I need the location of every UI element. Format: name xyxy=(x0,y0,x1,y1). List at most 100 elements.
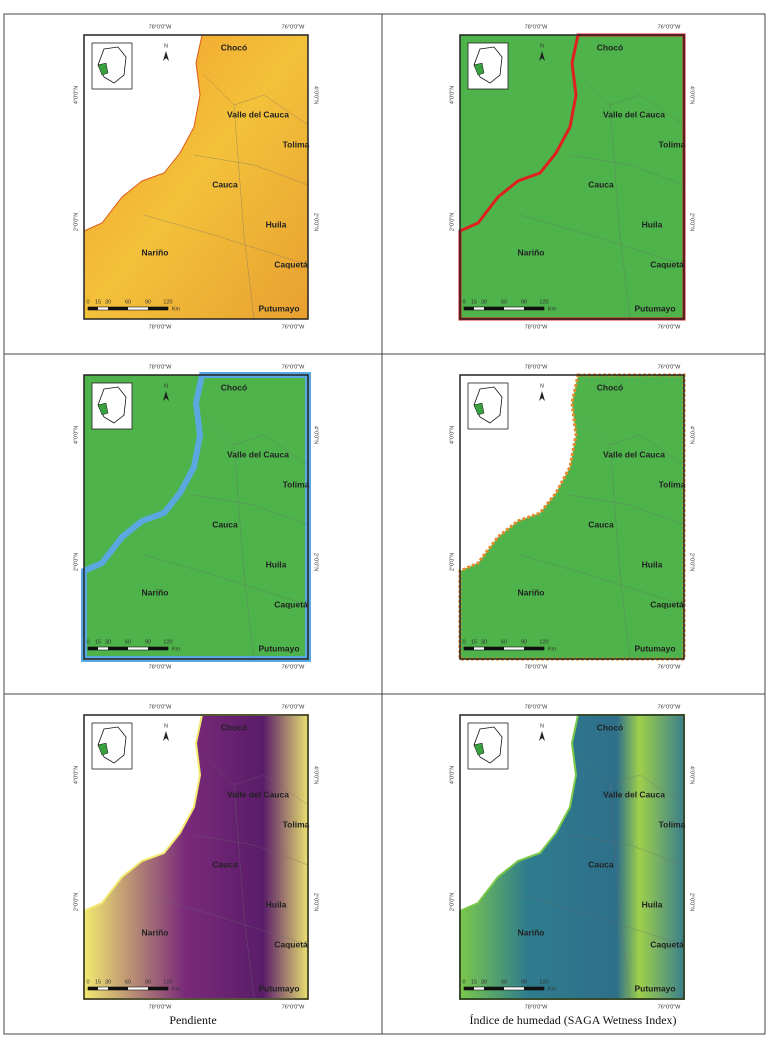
lat-label: 4°0'0"N xyxy=(449,86,455,104)
map-panel: N Chocó Valle del Cauca Tolima Cauca Huila Nar… xyxy=(449,364,694,670)
map-panel: N Chocó Valle del Cauca Tolima Cauca Huila Nar… xyxy=(73,704,318,1010)
lon-label: 76°0'0"W xyxy=(282,704,305,710)
lat-label: 2°0'0"N xyxy=(689,213,695,231)
boundaries xyxy=(143,414,309,660)
lon-label: 78°0'0"W xyxy=(149,664,172,670)
scale-label: 0 xyxy=(86,639,89,645)
region-label: Caquetá xyxy=(274,259,308,269)
lat-label: 2°0'0"N xyxy=(73,893,79,911)
scale-label: 120 xyxy=(539,639,548,645)
scale-unit: Km xyxy=(172,646,181,652)
region-label: Huila xyxy=(266,899,287,909)
region-label: Tolima xyxy=(283,819,310,829)
region-label: Valle del Cauca xyxy=(227,109,289,119)
scale-label: 30 xyxy=(481,299,487,305)
scale-label: 60 xyxy=(501,639,507,645)
lat-label: 2°0'0"N xyxy=(313,553,319,571)
lat-label: 4°0'0"N xyxy=(689,766,695,784)
region-label: Huila xyxy=(642,219,663,229)
region-label: Putumayo xyxy=(634,303,675,313)
inset-study-area xyxy=(473,742,485,756)
lat-label: 4°0'0"N xyxy=(73,766,79,784)
lat-label: 2°0'0"N xyxy=(73,213,79,231)
scale-label: 120 xyxy=(163,639,172,645)
north-arrow xyxy=(163,731,169,741)
scale-bar-fill xyxy=(524,987,544,990)
region-label: Putumayo xyxy=(634,983,675,993)
region-label: Nariño xyxy=(142,587,169,597)
lon-label: 78°0'0"W xyxy=(149,364,172,370)
scale-label: 0 xyxy=(462,979,465,985)
lat-label: 4°0'0"N xyxy=(449,426,455,444)
lon-label: 76°0'0"W xyxy=(282,664,305,670)
scale-label: 60 xyxy=(501,299,507,305)
scale-bar-fill xyxy=(108,307,128,310)
region-label: Putumayo xyxy=(258,983,299,993)
scale-label: 0 xyxy=(462,299,465,305)
lon-label: 78°0'0"W xyxy=(149,24,172,30)
lon-label: 78°0'0"W xyxy=(525,324,548,330)
region-label: Chocó xyxy=(221,42,247,52)
lat-label: 2°0'0"N xyxy=(689,553,695,571)
lat-label: 2°0'0"N xyxy=(73,553,79,571)
lon-label: 76°0'0"W xyxy=(658,24,681,30)
region-label: Chocó xyxy=(597,42,623,52)
region-label: Tolima xyxy=(659,479,686,489)
region-label: Valle del Cauca xyxy=(227,449,289,459)
lon-label: 76°0'0"W xyxy=(658,1004,681,1010)
lon-label: 78°0'0"W xyxy=(149,1004,172,1010)
region-label: Tolima xyxy=(283,479,310,489)
scale-label: 30 xyxy=(481,639,487,645)
scale-bar-fill xyxy=(464,647,474,650)
scale-label: 120 xyxy=(539,299,548,305)
lon-label: 76°0'0"W xyxy=(282,24,305,30)
region-label: Nariño xyxy=(142,927,169,937)
lon-label: 78°0'0"W xyxy=(525,24,548,30)
lat-label: 2°0'0"N xyxy=(313,893,319,911)
lat-label: 2°0'0"N xyxy=(689,893,695,911)
region-label: Nariño xyxy=(518,247,545,257)
scale-label: 90 xyxy=(145,979,151,985)
caption: Índice de humedad (SAGA Wetness Index) xyxy=(469,1013,676,1027)
region-label: Chocó xyxy=(221,722,247,732)
region-label: Cauca xyxy=(212,859,238,869)
boundaries xyxy=(519,754,685,1000)
scale-label: 90 xyxy=(145,299,151,305)
north-arrow xyxy=(539,51,545,61)
region-label: Huila xyxy=(642,899,663,909)
north-label: N xyxy=(540,43,544,49)
lat-label: 4°0'0"N xyxy=(313,766,319,784)
north-arrow xyxy=(163,51,169,61)
lat-label: 2°0'0"N xyxy=(449,213,455,231)
region-label: Cauca xyxy=(212,519,238,529)
scale-label: 120 xyxy=(539,979,548,985)
region-label: Caquetá xyxy=(650,259,684,269)
map-frame xyxy=(459,714,685,1000)
region-label: Cauca xyxy=(588,179,614,189)
region-label: Valle del Cauca xyxy=(603,789,665,799)
map-frame xyxy=(83,714,309,1000)
region-label: Valle del Cauca xyxy=(603,449,665,459)
lon-label: 76°0'0"W xyxy=(658,364,681,370)
lon-label: 76°0'0"W xyxy=(282,364,305,370)
lon-label: 76°0'0"W xyxy=(658,664,681,670)
boundaries xyxy=(519,414,685,660)
scale-bar-fill xyxy=(484,307,504,310)
inset-study-area xyxy=(97,742,109,756)
boundaries xyxy=(143,74,309,320)
region-label: Tolima xyxy=(659,139,686,149)
map-frame xyxy=(83,34,309,320)
scale-label: 60 xyxy=(125,979,131,985)
scale-label: 90 xyxy=(521,299,527,305)
scale-unit: Km xyxy=(548,986,557,992)
lon-label: 78°0'0"W xyxy=(149,704,172,710)
lon-label: 76°0'0"W xyxy=(282,1004,305,1010)
lon-label: 76°0'0"W xyxy=(658,324,681,330)
inset-study-area xyxy=(473,62,485,76)
lon-label: 78°0'0"W xyxy=(525,704,548,710)
lat-label: 4°0'0"N xyxy=(313,86,319,104)
lat-label: 4°0'0"N xyxy=(449,766,455,784)
scale-unit: Km xyxy=(548,646,557,652)
scale-bar-fill xyxy=(464,987,474,990)
